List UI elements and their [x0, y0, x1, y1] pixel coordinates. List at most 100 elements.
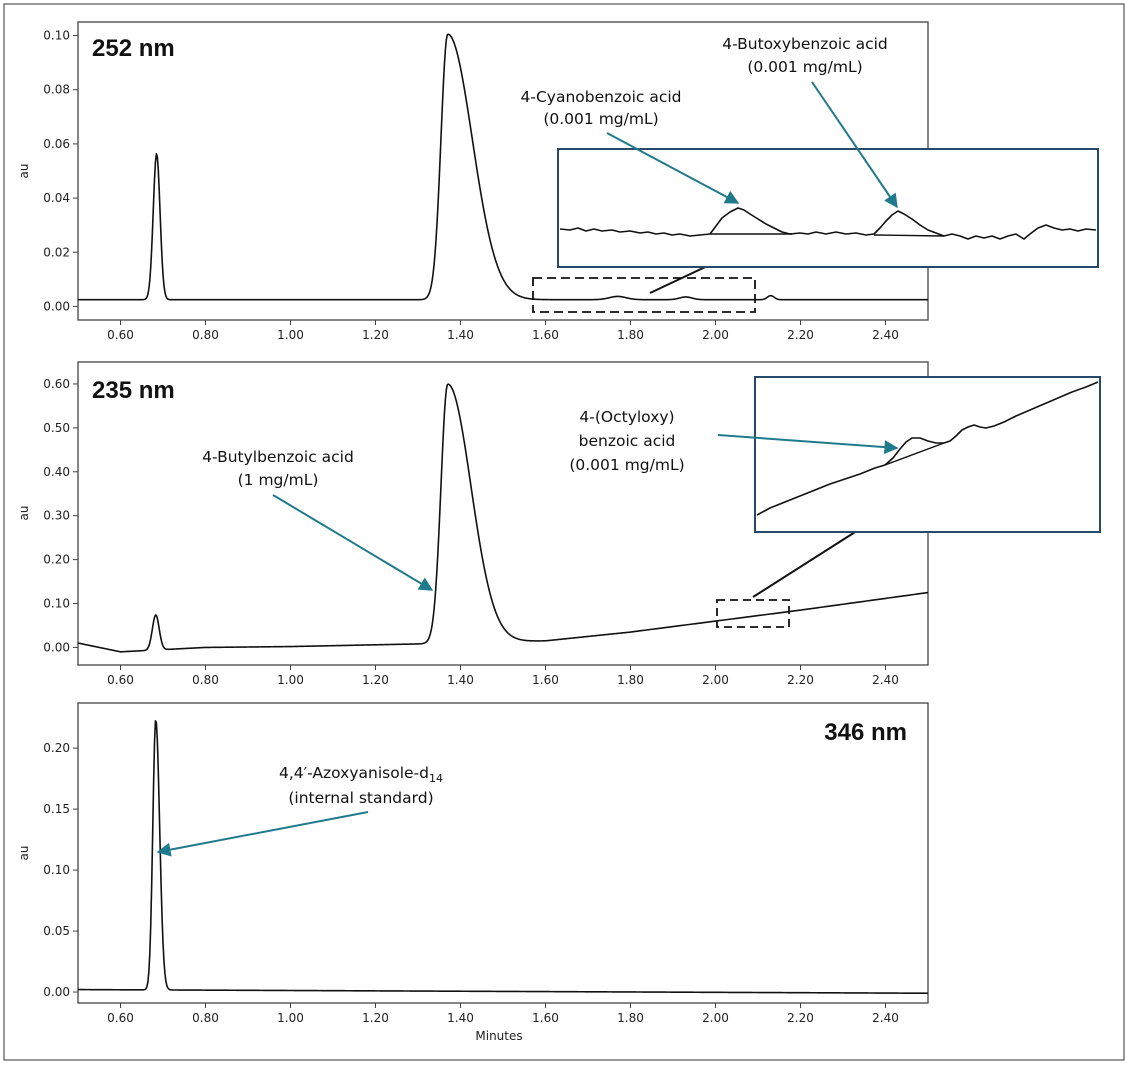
x-tick-label: 2.40: [872, 673, 899, 687]
y-tick-label: 0.20: [43, 741, 70, 755]
y-tick-label: 0.10: [43, 29, 70, 43]
x-tick-label: 1.80: [617, 1011, 644, 1025]
inset-trace: [559, 207, 1097, 240]
x-tick-label: 1.40: [447, 673, 474, 687]
x-tick-label: 0.60: [107, 673, 134, 687]
annotation-label: 4-(Octyloxy): [579, 408, 674, 426]
annotation-label: 4,4′-Azoxyanisole-d14: [279, 764, 443, 785]
annotation-butylbenzoic: 4-Butylbenzoic acid (1 mg/mL): [202, 448, 434, 591]
x-tick-label: 2.40: [872, 1011, 899, 1025]
chromatogram-trace-346nm: [78, 720, 928, 995]
panel-252nm: 0.60 0.80 1.00 1.20 1.40 1.60 1.80 2.00 2.20 2.40…: [17, 21, 1099, 342]
annotation-butoxybenzoic: 4-Butoxybenzoic acid (0.001 mg/mL): [722, 35, 898, 209]
x-tick-label: 0.80: [192, 673, 219, 687]
x-tick-label: 1.40: [447, 1011, 474, 1025]
x-tick-label: 1.00: [277, 328, 304, 342]
y-axis-label: au: [17, 846, 31, 861]
wavelength-label-235nm: 235 nm: [92, 377, 175, 404]
x-axis-label: Minutes: [475, 1029, 522, 1043]
annotation-arrow: [272, 494, 434, 591]
x-tick-label: 1.20: [362, 328, 389, 342]
y-tick-label: 0.60: [43, 377, 70, 391]
annotation-label: 4-Cyanobenzoic acid: [521, 88, 682, 106]
annotation-label: (0.001 mg/mL): [543, 110, 658, 128]
y-tick-label: 0.20: [43, 553, 70, 567]
y-tick-label: 0.30: [43, 509, 70, 523]
annotation-arrow: [606, 132, 740, 204]
annotation-label: benzoic acid: [579, 432, 676, 450]
y-tick-label: 0.10: [43, 597, 70, 611]
wavelength-label-252nm: 252 nm: [92, 35, 175, 62]
plot-frame: [77, 702, 929, 1004]
y-axis: 0.00 0.05 0.10 0.15 0.20: [43, 741, 78, 999]
inset-zoom-235nm: [754, 376, 1101, 533]
annotation-octyloxybenzoic: 4-(Octyloxy) benzoic acid (0.001 mg/mL): [569, 408, 899, 474]
x-tick-label: 0.60: [107, 1011, 134, 1025]
x-tick-label: 2.00: [702, 328, 729, 342]
annotation-label: 4-Butylbenzoic acid: [202, 448, 354, 466]
y-tick-label: 0.10: [43, 863, 70, 877]
inset-trace: [756, 381, 1099, 516]
x-tick-label: 2.00: [702, 673, 729, 687]
annotation-label: (internal standard): [288, 789, 433, 807]
inset-frame: [557, 148, 1099, 268]
zoom-region-box: [532, 277, 756, 313]
x-tick-label: 1.00: [277, 673, 304, 687]
x-tick-label: 1.80: [617, 328, 644, 342]
wavelength-label-346nm: 346 nm: [824, 719, 907, 746]
annotation-label: (1 mg/mL): [238, 471, 319, 489]
x-tick-label: 2.00: [702, 1011, 729, 1025]
y-tick-label: 0.50: [43, 421, 70, 435]
y-tick-label: 0.08: [43, 83, 70, 97]
annotation-cyanobenzoic: 4-Cyanobenzoic acid (0.001 mg/mL): [521, 88, 740, 204]
y-tick-label: 0.15: [43, 802, 70, 816]
x-axis: 0.60 0.80 1.00 1.20 1.40 1.60 1.80 2.00 2.20 2.40: [107, 1003, 899, 1025]
annotation-subscript: 14: [429, 772, 443, 785]
y-tick-label: 0.00: [43, 640, 70, 654]
annotation-text: 4,4′-Azoxyanisole-d: [279, 764, 429, 782]
annotation-arrow: [811, 81, 898, 209]
x-tick-label: 2.20: [787, 1011, 814, 1025]
x-axis: 0.60 0.80 1.00 1.20 1.40 1.60 1.80 2.00 2.20 2.40: [107, 320, 899, 342]
x-tick-label: 1.40: [447, 328, 474, 342]
x-tick-label: 1.00: [277, 1011, 304, 1025]
x-axis: 0.60 0.80 1.00 1.20 1.40 1.60 1.80 2.00 2.20 2.40: [107, 665, 899, 687]
y-tick-label: 0.05: [43, 924, 70, 938]
y-axis-label: au: [17, 506, 31, 521]
chromatogram-trace-252nm: [78, 33, 928, 301]
y-tick-label: 0.40: [43, 465, 70, 479]
x-tick-label: 2.40: [872, 328, 899, 342]
inset-frame: [754, 376, 1101, 533]
panel-235nm: 0.60 0.80 1.00 1.20 1.40 1.60 1.80 2.00 2.20 2.40…: [17, 361, 1101, 687]
x-tick-label: 2.20: [787, 673, 814, 687]
figure-border: [3, 3, 1125, 1061]
panel-346nm: 0.60 0.80 1.00 1.20 1.40 1.60 1.80 2.00 2.20 2.40…: [17, 702, 929, 1043]
x-tick-label: 1.60: [532, 673, 559, 687]
y-tick-label: 0.06: [43, 137, 70, 151]
x-tick-label: 1.20: [362, 1011, 389, 1025]
y-axis-label: au: [17, 164, 31, 179]
x-tick-label: 1.60: [532, 1011, 559, 1025]
annotation-arrow: [156, 811, 369, 857]
annotation-azoxyanisole: 4,4′-Azoxyanisole-d14 (internal standard…: [156, 764, 443, 857]
inset-zoom-252nm: [557, 148, 1099, 268]
y-tick-label: 0.04: [43, 191, 70, 205]
inset-baseline: [873, 234, 945, 237]
x-tick-label: 0.80: [192, 1011, 219, 1025]
x-tick-label: 2.20: [787, 328, 814, 342]
x-tick-label: 1.80: [617, 673, 644, 687]
y-axis: 0.00 0.10 0.20 0.30 0.40 0.50 0.60: [43, 377, 78, 654]
y-axis: 0.00 0.02 0.04 0.06 0.08 0.10: [43, 29, 78, 313]
y-tick-label: 0.00: [43, 985, 70, 999]
zoom-region-box: [716, 599, 790, 628]
annotation-arrow: [717, 434, 899, 455]
x-tick-label: 0.60: [107, 328, 134, 342]
annotation-label: (0.001 mg/mL): [569, 456, 684, 474]
inset-baseline: [884, 442, 945, 466]
x-tick-label: 1.20: [362, 673, 389, 687]
annotation-label: (0.001 mg/mL): [747, 58, 862, 76]
chromatogram-trace-235nm: [77, 383, 929, 653]
x-tick-label: 0.80: [192, 328, 219, 342]
y-tick-label: 0.00: [43, 299, 70, 313]
